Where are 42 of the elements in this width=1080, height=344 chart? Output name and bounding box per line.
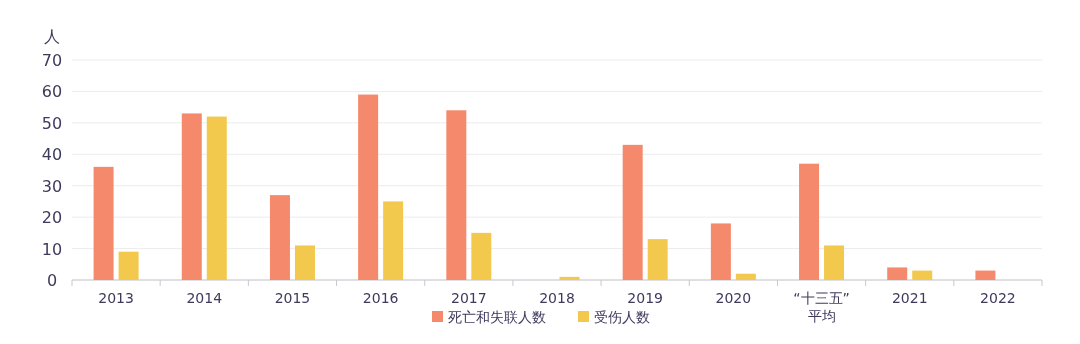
x-tick-label: 2020 [715, 290, 752, 306]
bar [710, 223, 731, 280]
bar [294, 245, 315, 280]
bar [622, 144, 643, 280]
bar [181, 113, 202, 280]
bar [446, 110, 467, 280]
x-tick-label: 2014 [186, 290, 223, 306]
y-tick-label: 40 [41, 145, 63, 165]
bar [887, 267, 908, 280]
bar [975, 270, 996, 280]
bar [269, 195, 290, 280]
bar [118, 251, 139, 280]
bar [358, 94, 379, 280]
bar [559, 276, 580, 280]
bar [735, 273, 756, 280]
bar [383, 201, 404, 280]
bar [912, 270, 933, 280]
x-tick-label: 2022 [980, 290, 1016, 306]
bar [799, 163, 820, 280]
bar [647, 239, 668, 280]
bar [93, 166, 114, 280]
y-axis-title: 人 [44, 27, 60, 46]
y-tick-label: 50 [41, 113, 63, 133]
y-tick-label: 30 [41, 176, 63, 196]
x-tick-label: “十三五” 平均 [793, 290, 850, 324]
y-tick-label: 0 [46, 271, 58, 290]
x-tick-label: 2019 [627, 290, 663, 306]
x-tick-label: 2015 [274, 290, 311, 306]
y-tick-label: 10 [41, 239, 63, 259]
x-tick-label: 2017 [451, 290, 487, 306]
x-tick-label: 2013 [98, 290, 134, 306]
x-tick-label: 2018 [539, 290, 575, 306]
legend-label: 受伤人数 [594, 309, 650, 325]
bar [471, 232, 492, 280]
legend-label: 死亡和失联人数 [448, 309, 546, 325]
x-tick-label: 2021 [891, 290, 928, 306]
bar [206, 116, 227, 280]
y-tick-label: 20 [41, 208, 63, 228]
bar [824, 245, 845, 280]
y-tick-label: 70 [41, 51, 63, 70]
x-tick-label: 2016 [362, 290, 399, 306]
y-tick-label: 60 [41, 82, 63, 102]
